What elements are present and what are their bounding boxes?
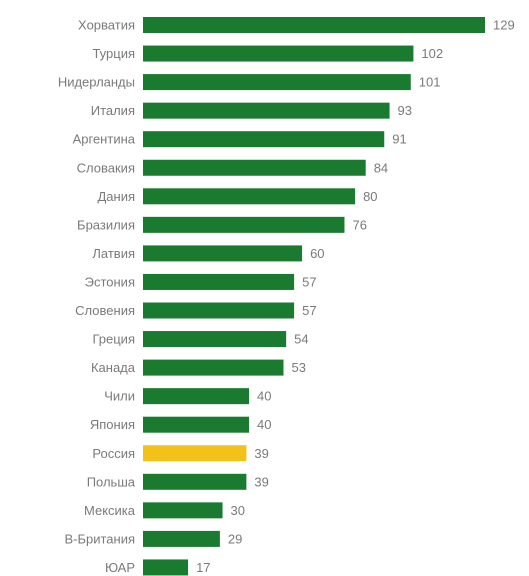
- value-label: 101: [419, 75, 441, 90]
- category-label: Чили: [104, 389, 135, 404]
- value-label: 39: [254, 446, 268, 461]
- value-label: 40: [257, 389, 271, 404]
- value-label: 39: [254, 474, 268, 489]
- category-label: Польша: [87, 474, 136, 489]
- category-label: Нидерланды: [58, 75, 135, 90]
- value-label: 57: [302, 274, 316, 289]
- bar: [143, 530, 220, 547]
- value-label: 17: [196, 560, 210, 575]
- value-label: 30: [231, 503, 245, 518]
- category-label: Словакия: [77, 160, 135, 175]
- category-label: Турция: [92, 46, 135, 61]
- bar: [143, 245, 303, 262]
- category-label: Эстония: [85, 274, 135, 289]
- value-label: 76: [352, 217, 366, 232]
- category-label: Канада: [91, 360, 136, 375]
- bar: [143, 302, 295, 319]
- category-label: Словения: [75, 303, 135, 318]
- bar: [143, 473, 247, 490]
- category-label: ЮАР: [105, 560, 135, 575]
- category-label: Бразилия: [77, 217, 135, 232]
- value-label: 60: [310, 246, 324, 261]
- bar: [143, 273, 295, 290]
- value-label: 54: [294, 332, 308, 347]
- value-label: 84: [374, 160, 388, 175]
- value-label: 93: [398, 103, 412, 118]
- value-label: 57: [302, 303, 316, 318]
- category-label: Аргентина: [73, 132, 136, 147]
- bar: [143, 388, 250, 405]
- bar: [143, 17, 485, 33]
- value-label: 29: [228, 531, 242, 546]
- category-label: Латвия: [92, 246, 135, 261]
- bar-highlight: [143, 445, 247, 462]
- value-label: 80: [363, 189, 377, 204]
- category-label: Дания: [97, 189, 135, 204]
- bar: [143, 102, 390, 119]
- bar: [143, 359, 284, 376]
- value-label: 53: [292, 360, 306, 375]
- category-label: Мексика: [84, 503, 136, 518]
- bar: [143, 74, 411, 91]
- bar: [143, 131, 385, 148]
- value-label: 102: [421, 46, 443, 61]
- category-label: Россия: [92, 446, 135, 461]
- bar: [143, 159, 366, 176]
- category-label: Греция: [92, 332, 135, 347]
- bar: [143, 559, 189, 576]
- bar: [143, 216, 345, 233]
- category-label: Хорватия: [78, 18, 135, 33]
- category-label: Италия: [91, 103, 135, 118]
- category-label: Япония: [90, 417, 135, 432]
- bar: [143, 416, 250, 433]
- bar: [143, 502, 223, 519]
- value-label: 91: [392, 132, 406, 147]
- value-label: 40: [257, 417, 271, 432]
- value-label: 129: [493, 18, 515, 33]
- bar: [143, 188, 356, 205]
- bar: [143, 331, 287, 348]
- bar: [143, 45, 414, 62]
- category-label: В-Британия: [64, 531, 135, 546]
